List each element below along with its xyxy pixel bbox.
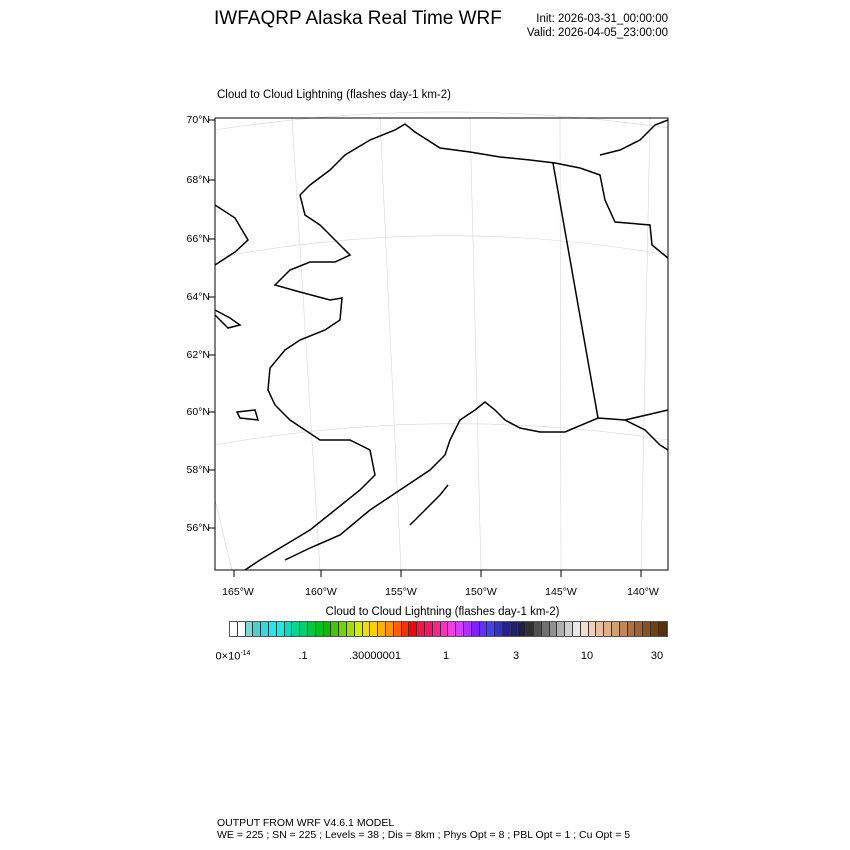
colorbar-swatch [557,622,566,636]
colorbar-swatch [510,622,519,636]
colorbar-swatch [432,622,441,636]
colorbar-swatch [526,622,535,636]
colorbar-swatch [627,622,636,636]
footer-line-2: WE = 225 ; SN = 225 ; Levels = 38 ; Dis … [217,829,631,841]
colorbar-swatch [658,622,667,636]
lat-label: 56°N [186,522,210,534]
colorbar-swatch [643,622,652,636]
colorbar-swatch [253,622,262,636]
colorbar-title: Cloud to Cloud Lightning (flashes day-1 … [325,606,560,618]
graticule [214,111,669,571]
colorbar-swatch [463,622,472,636]
plot-title: IWFAQRP Alaska Real Time WRF [214,8,502,29]
colorbar-swatch [635,622,644,636]
colorbar-swatch [448,622,457,636]
colorbar-label: 1 [442,650,450,662]
colorbar-swatch [362,622,371,636]
colorbar-swatch [440,622,449,636]
colorbar-label: 30 [650,650,664,662]
colorbar-label: 0×10-14 [216,650,251,663]
colorbar-swatch [604,622,613,636]
lon-label: 155°W [385,586,417,598]
colorbar-swatch [502,622,511,636]
ticks [208,119,642,577]
run-times: Init: 2026-03-31_00:00:00 Valid: 2026-04… [527,12,668,40]
colorbar-swatch [284,622,293,636]
colorbar-label: 3 [512,650,520,662]
colorbar-swatch [479,622,488,636]
coastline [214,119,669,571]
colorbar-label-exponent: -14 [240,650,251,657]
lat-label: 64°N [186,291,210,303]
colorbar-swatch [315,622,324,636]
colorbar-swatch [339,622,347,636]
colorbar-swatch [300,622,308,636]
lat-label: 68°N [186,174,210,186]
colorbar-swatch [292,622,301,636]
colorbar-swatch [401,622,410,636]
colorbar-swatch [596,622,605,636]
field-title: Cloud to Cloud Lightning (flashes day-1 … [217,89,451,101]
colorbar-swatch [534,622,542,636]
lat-label: 66°N [186,233,210,245]
lat-label: 60°N [186,406,210,418]
colorbar-swatch [580,622,589,636]
colorbar-swatch [417,622,425,636]
colorbar-swatch [424,622,433,636]
lon-label: 165°W [222,586,254,598]
colorbar-swatch [518,622,527,636]
map-frame [214,117,669,571]
model-footer: OUTPUT FROM WRF V4.6.1 MODEL WE = 225 ; … [217,817,630,841]
lon-label: 160°W [305,586,337,598]
colorbar-swatch [378,622,386,636]
colorbar-swatch [323,622,332,636]
colorbar-swatch [354,622,363,636]
colorbar-swatch [268,622,277,636]
lat-label: 62°N [186,349,210,361]
colorbar-swatch [588,622,597,636]
colorbar-swatch [346,622,355,636]
colorbar-label-base: 0×10 [215,650,241,663]
colorbar-swatch [651,622,659,636]
colorbar-swatch [307,622,316,636]
colorbar-swatch [487,622,496,636]
valid-time: Valid: 2026-04-05_23:00:00 [526,27,668,39]
colorbar-swatch [495,622,503,636]
colorbar-swatch [237,622,246,636]
colorbar-swatch [549,622,558,636]
colorbar-swatch [573,622,581,636]
lon-label: 145°W [545,586,577,598]
footer-line-1: OUTPUT FROM WRF V4.6.1 MODEL [217,817,395,829]
colorbar-swatch [456,622,464,636]
colorbar-swatch [612,622,620,636]
colorbar-swatch [471,622,480,636]
colorbar-swatch [393,622,402,636]
colorbar-swatch [276,622,285,636]
lat-label: 70°N [186,114,210,126]
init-time: Init: 2026-03-31_00:00:00 [536,13,668,25]
colorbar-swatch [230,622,238,636]
colorbar-label: 10 [580,650,594,662]
colorbar-swatch [565,622,574,636]
colorbar-swatch [385,622,394,636]
colorbar [229,621,668,637]
lon-label: 150°W [465,586,497,598]
colorbar-swatch [370,622,379,636]
colorbar-swatch [245,622,254,636]
colorbar-label: .30000001 [349,650,401,662]
colorbar-swatch [331,622,340,636]
lat-label: 58°N [186,464,210,476]
lon-label: 140°W [627,586,659,598]
colorbar-swatch [619,622,628,636]
colorbar-swatch [261,622,269,636]
colorbar-swatch [541,622,550,636]
colorbar-swatch [409,622,418,636]
colorbar-label: .1 [298,650,308,662]
